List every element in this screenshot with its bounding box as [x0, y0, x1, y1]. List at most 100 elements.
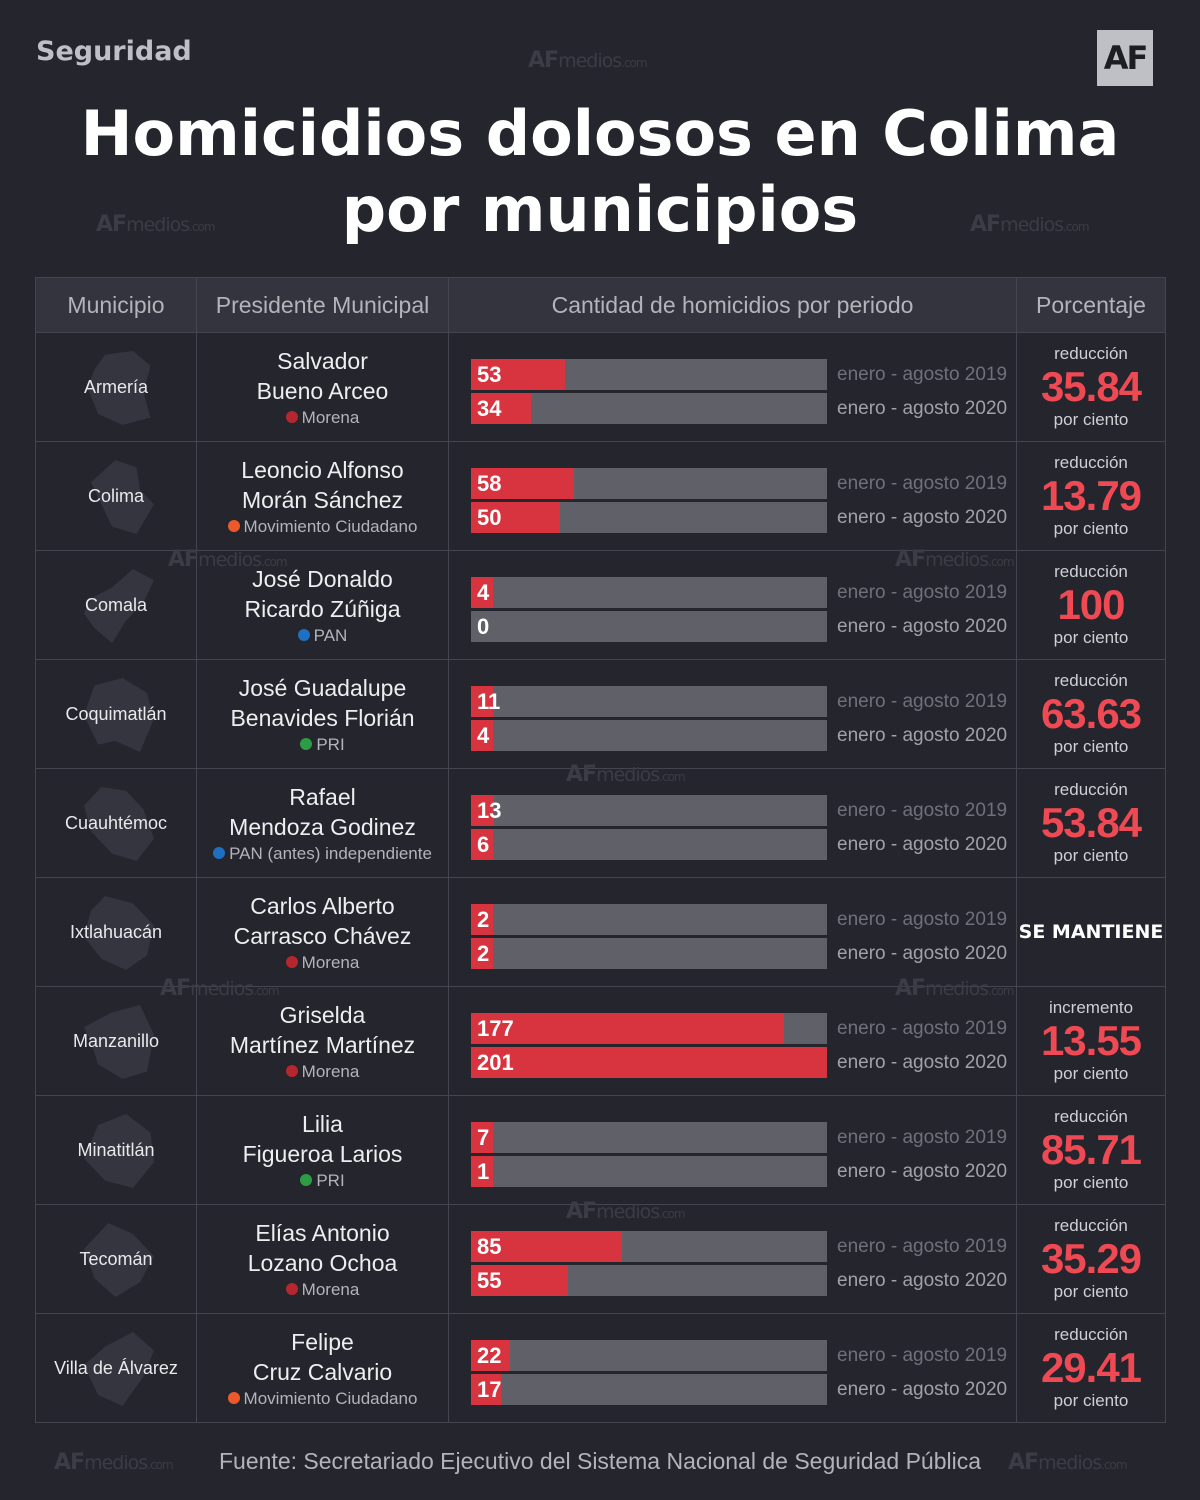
presidente-cell: José Guadalupe Benavides Florián PRI	[196, 659, 449, 769]
party-label: Movimiento Ciudadano	[197, 1389, 448, 1409]
table-row: Comala José Donaldo Ricardo Zúñiga PAN 4 ener…	[35, 550, 1166, 660]
presidente-name-line2: Figueroa Larios	[242, 1141, 403, 1167]
period-label: enero - agosto 2019	[837, 473, 1008, 494]
municipio-name: Coquimatlán	[65, 703, 167, 724]
table-row: Armería Salvador Bueno Arceo Morena 53 enero …	[35, 332, 1166, 442]
party-name: Morena	[301, 953, 360, 972]
bar-row-1: 1 enero - agosto 2020	[471, 1156, 1011, 1187]
bar-row-1: 34 enero - agosto 2020	[471, 393, 1011, 424]
bar-row-1: 6 enero - agosto 2020	[471, 829, 1011, 860]
percentage-unit: por ciento	[1053, 410, 1129, 429]
watermark: AFmedios.com	[895, 976, 1015, 1001]
bar-value-label: 7	[477, 1125, 490, 1150]
presidente-name-line2: Lozano Ochoa	[247, 1250, 398, 1276]
percentage-cell: reducción 63.63 por ciento	[1016, 659, 1166, 769]
presidente-name-line2: Morán Sánchez	[241, 487, 404, 513]
presidente-name-line1: Salvador	[277, 348, 368, 374]
bar-group: 2 enero - agosto 2019 2 enero - agosto 2020	[449, 878, 1016, 986]
period-label: enero - agosto 2019	[837, 1345, 1008, 1366]
bar-track	[471, 502, 827, 533]
party-name: Morena	[301, 1062, 360, 1081]
bar-track	[471, 1340, 827, 1371]
bar-value-label: 6	[477, 832, 490, 857]
bar-fill	[471, 393, 531, 424]
party-dot-icon	[285, 411, 298, 423]
bar-value-label: 22	[477, 1343, 502, 1368]
table-row: Tecomán Elías Antonio Lozano Ochoa Morena 85…	[35, 1204, 1166, 1314]
percentage-cell: reducción 35.29 por ciento	[1016, 1204, 1166, 1314]
party-dot-icon	[300, 738, 313, 750]
table-row: Minatitlán Lilia Figueroa Larios PRI 7 enero …	[35, 1095, 1166, 1205]
table-row: Cuauhtémoc Rafael Mendoza Godinez PAN (ante…	[35, 768, 1166, 878]
presidente-name-line1: José Donaldo	[252, 566, 393, 592]
bar-value-label: 1	[477, 1159, 490, 1184]
watermark: AFmedios.com	[528, 48, 648, 73]
period-label: enero - agosto 2020	[837, 616, 1008, 637]
presidente-name-line1: Carlos Alberto	[250, 893, 395, 919]
bar-track	[471, 795, 827, 826]
bar-track	[471, 1156, 827, 1187]
period-label: enero - agosto 2020	[837, 1270, 1008, 1291]
presidente-cell: Griselda Martínez Martínez Morena	[196, 986, 449, 1096]
party-name: PAN	[313, 626, 348, 645]
percentage-status: SE MANTIENE	[1018, 921, 1164, 943]
presidente-name-line1: Elías Antonio	[255, 1220, 390, 1246]
percentage-direction: reducción	[1054, 453, 1128, 472]
bar-fill	[471, 720, 493, 751]
af-logo: AF	[1097, 30, 1153, 86]
bars-cell: 177 enero - agosto 2019 201 enero - agosto …	[448, 986, 1017, 1096]
bar-row-0: 22 enero - agosto 2019	[471, 1340, 1011, 1371]
percentage-value: 35.84	[1040, 363, 1142, 410]
bars-cell: 85 enero - agosto 2019 55 enero - agosto 20…	[448, 1204, 1017, 1314]
bar-fill	[471, 1156, 493, 1187]
bar-row-1: 50 enero - agosto 2020	[471, 502, 1011, 533]
party-dot-icon	[227, 1392, 240, 1404]
bar-row-0: 2 enero - agosto 2019	[471, 904, 1011, 935]
period-label: enero - agosto 2019	[837, 691, 1008, 712]
bar-row-1: 0 enero - agosto 2020	[471, 611, 1011, 642]
bar-track	[471, 1374, 827, 1405]
bar-track	[471, 1122, 827, 1153]
title-line-2: por municipios	[341, 173, 859, 246]
municipio-name: Minatitlán	[77, 1139, 155, 1160]
period-label: enero - agosto 2020	[837, 725, 1008, 746]
party-name: PRI	[316, 1171, 345, 1190]
watermark: AFmedios.com	[895, 547, 1015, 572]
period-label: enero - agosto 2019	[837, 1127, 1008, 1148]
bar-fill	[471, 938, 493, 969]
bar-row-1: 2 enero - agosto 2020	[471, 938, 1011, 969]
presidente-name-line2: Carrasco Chávez	[233, 923, 412, 949]
bar-track	[471, 829, 827, 860]
table-row: Villa de Álvarez Felipe Cruz Calvario Movim…	[35, 1313, 1166, 1423]
bar-fill	[471, 359, 565, 390]
municipio-cell: Villa de Álvarez	[35, 1313, 197, 1423]
bar-row-1: 4 enero - agosto 2020	[471, 720, 1011, 751]
period-label: enero - agosto 2019	[837, 800, 1008, 821]
period-label: enero - agosto 2020	[837, 1379, 1008, 1400]
title-line-1: Homicidios dolosos en Colima	[80, 97, 1120, 170]
percentage-direction: incremento	[1048, 998, 1134, 1017]
percentage-value: 13.79	[1040, 472, 1142, 519]
presidente-name-line1: Felipe	[291, 1329, 354, 1355]
period-label: enero - agosto 2019	[837, 582, 1008, 603]
presidente-name-line2: Ricardo Zúñiga	[244, 596, 401, 622]
bars-cell: 7 enero - agosto 2019 1 enero - agosto 2020	[448, 1095, 1017, 1205]
bars-cell: 4 enero - agosto 2019 0 enero - agosto 2020	[448, 550, 1017, 660]
period-label: enero - agosto 2019	[837, 364, 1008, 385]
municipio-name: Ixtlahuacán	[69, 921, 163, 942]
period-label: enero - agosto 2019	[837, 1018, 1008, 1039]
bar-track	[471, 904, 827, 935]
percentage-value: 85.71	[1040, 1126, 1142, 1173]
bar-value-label: 2	[477, 941, 490, 966]
period-label: enero - agosto 2020	[837, 1052, 1008, 1073]
municipio-name: Tecomán	[79, 1248, 153, 1269]
party-name: PAN (antes) independiente	[229, 844, 432, 863]
bar-track	[471, 720, 827, 751]
section-label: Seguridad	[36, 36, 192, 67]
bar-value-label: 53	[477, 362, 502, 387]
bar-track	[471, 1013, 827, 1044]
presidente-cell: Elías Antonio Lozano Ochoa Morena	[196, 1204, 449, 1314]
percentage-cell: incremento 13.55 por ciento	[1016, 986, 1166, 1096]
percentage-direction: reducción	[1054, 780, 1128, 799]
bar-track	[471, 611, 827, 642]
